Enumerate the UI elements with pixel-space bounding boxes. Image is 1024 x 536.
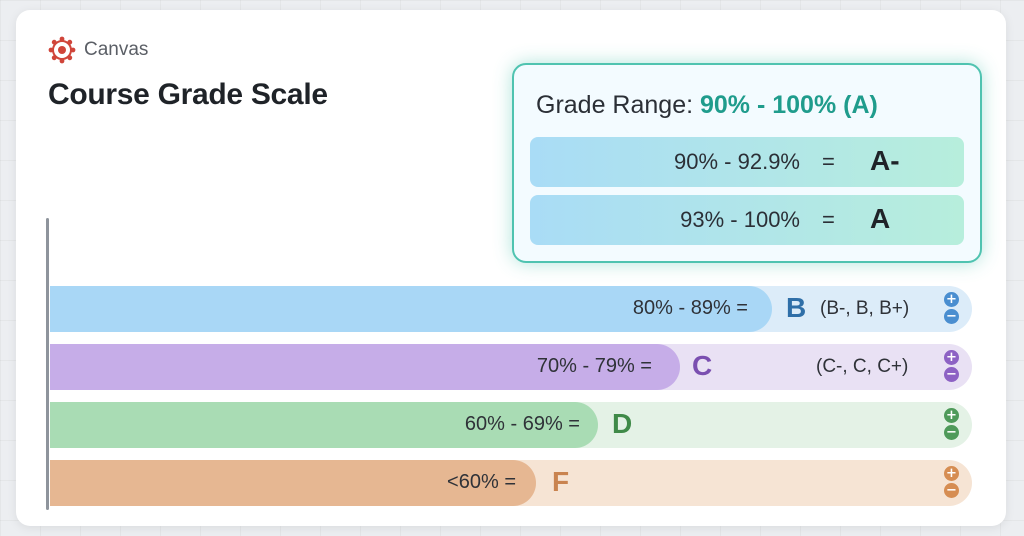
decrease-c-button[interactable]: − xyxy=(944,367,959,382)
row-letter: A xyxy=(870,203,891,234)
grade-c-letter: C xyxy=(692,350,713,381)
increase-b-button[interactable]: + xyxy=(944,292,959,307)
increase-f-button[interactable]: + xyxy=(944,466,959,481)
tooltip-row-a: 93% - 100% = A xyxy=(530,195,964,245)
app-name: Canvas xyxy=(84,39,149,60)
page-title: Course Grade Scale xyxy=(48,78,328,111)
decrease-f-button[interactable]: − xyxy=(944,483,959,498)
row-equals: = xyxy=(822,149,835,174)
grade-bar-b-fill[interactable] xyxy=(50,286,772,332)
grade-c-subgrades: (C-, C, C+) xyxy=(816,356,909,377)
scale-axis xyxy=(46,218,49,510)
canvas-brand: Canvas xyxy=(48,36,148,64)
grade-range-tooltip: Grade Range: 90% - 100% (A) 90% - 92.9% … xyxy=(512,63,982,263)
grade-b-subgrades: (B-, B, B+) xyxy=(820,298,910,319)
grade-bar-f-fill[interactable] xyxy=(50,460,536,506)
tooltip-range: 90% - 100% (A) xyxy=(700,91,878,119)
decrease-d-button[interactable]: − xyxy=(944,425,959,440)
tooltip-row-a-minus: 90% - 92.9% = A- xyxy=(530,137,964,187)
grade-d-range: 60% - 69% = xyxy=(464,413,580,435)
row-range: 90% - 92.9% xyxy=(674,149,800,174)
grade-d-adjust: + − xyxy=(944,408,960,440)
decrease-b-button[interactable]: − xyxy=(944,309,959,324)
grade-bar-d-fill[interactable] xyxy=(50,402,598,448)
row-letter: A- xyxy=(870,145,900,176)
row-equals: = xyxy=(822,207,835,232)
grade-c-adjust: + − xyxy=(944,350,960,382)
increase-d-button[interactable]: + xyxy=(944,408,959,423)
grade-b-adjust: + − xyxy=(944,292,960,324)
grade-f-range: <60% = xyxy=(447,471,516,493)
increase-c-button[interactable]: + xyxy=(944,350,959,365)
grade-bar-c-fill[interactable] xyxy=(50,344,680,390)
tooltip-label: Grade Range: xyxy=(536,91,694,119)
grade-b-letter: B xyxy=(786,292,807,323)
grade-f-letter: F xyxy=(552,466,570,497)
grade-c-range: 70% - 79% = xyxy=(536,355,652,377)
tooltip-heading: Grade Range: 90% - 100% (A) xyxy=(536,91,878,120)
grade-b-range: 80% - 89% = xyxy=(632,297,748,319)
grade-f-adjust: + − xyxy=(944,466,960,498)
grade-d-letter: D xyxy=(612,408,633,439)
canvas-logo-icon xyxy=(48,36,76,64)
row-range: 93% - 100% xyxy=(680,207,800,232)
